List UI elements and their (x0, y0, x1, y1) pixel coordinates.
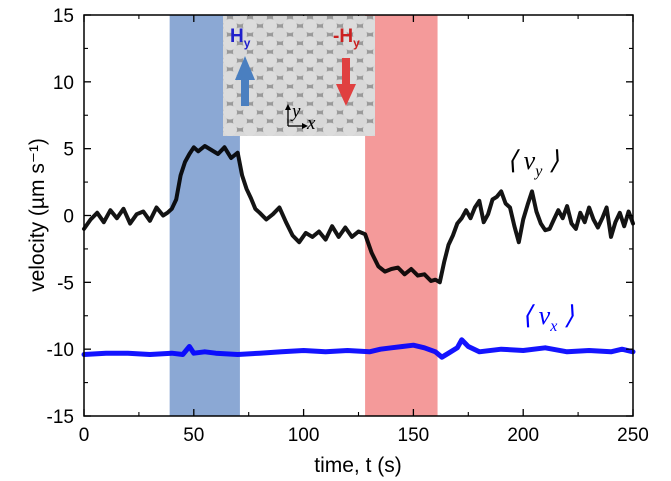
y-tick-label: 15 (53, 6, 74, 27)
neg-hy-label-sub: y (353, 36, 360, 50)
hy-label-main: H (230, 26, 244, 47)
neg-hy-label-main: -H (333, 26, 353, 47)
x-axis-label: time, t (s) (314, 454, 402, 477)
inset: Hy -Hy y x (223, 16, 375, 136)
x-tick-label: 250 (617, 425, 649, 446)
hy-label-sub: y (244, 36, 251, 50)
series-layer (81, 144, 636, 360)
coordinate-axes-icon (285, 104, 308, 129)
up-arrow-icon (235, 56, 255, 106)
vy-close: ⟩ (542, 146, 559, 175)
vy-sub: y (533, 163, 543, 180)
inset-axis-y-label: y (290, 101, 301, 122)
y-tick-label: 10 (53, 73, 74, 94)
vx-series-label: ⟨ vx ⟩ (522, 301, 574, 335)
vy-var: v (524, 146, 536, 175)
x-tick-label: 100 (288, 425, 320, 446)
x-tick-label: 50 (183, 425, 204, 446)
x-tick-label: 0 (79, 425, 90, 446)
inset-axis-x-label: x (306, 113, 316, 134)
vx-close: ⟩ (557, 301, 574, 330)
vy-series-label: ⟨ vy ⟩ (507, 146, 559, 180)
vy-series-line (82, 144, 635, 285)
hy-label: Hy (230, 26, 251, 50)
y-axis-label: velocity (µm s⁻¹) (26, 138, 49, 292)
x-tick-label: 200 (507, 425, 539, 446)
y-tick-label: 0 (63, 207, 74, 228)
x-tick-label: 150 (398, 425, 430, 446)
shaded-region-2 (365, 15, 438, 416)
vy-open: ⟨ (507, 146, 524, 175)
vx-sub: x (549, 318, 557, 335)
neg-hy-label: -Hy (333, 26, 360, 50)
y-tick-label: -15 (47, 407, 74, 428)
vx-var: v (539, 301, 551, 330)
y-tick-label: -5 (57, 273, 74, 294)
down-arrow-icon (336, 58, 356, 106)
y-tick-label: -10 (47, 340, 74, 361)
y-tick-label: 5 (63, 140, 74, 161)
vx-series-line (81, 337, 636, 360)
vx-open: ⟨ (522, 301, 539, 330)
